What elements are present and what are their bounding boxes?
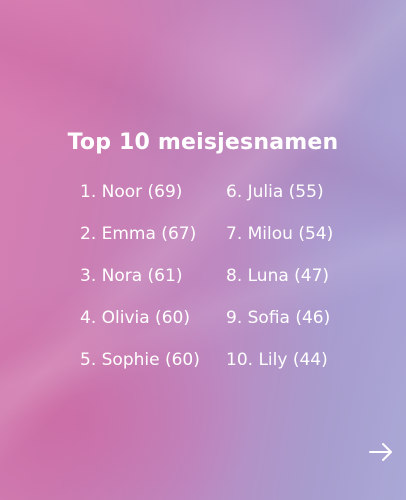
list-item: 7. Milou (54) bbox=[226, 224, 334, 244]
list-item: 8. Luna (47) bbox=[226, 266, 330, 286]
list-item: 9. Sofia (46) bbox=[226, 308, 331, 328]
names-column-right: 6. Julia (55) 7. Milou (54) 8. Luna (47)… bbox=[226, 180, 333, 390]
list-item: 4. Olivia (60) bbox=[80, 308, 190, 328]
list-item: 1. Noor (69) bbox=[80, 182, 183, 202]
arrow-right-icon bbox=[369, 443, 392, 461]
list-item: 5. Sophie (60) bbox=[80, 350, 200, 370]
list-item: 6. Julia (55) bbox=[226, 182, 324, 202]
list-item: 3. Nora (61) bbox=[80, 266, 183, 286]
next-slide-button[interactable] bbox=[368, 440, 394, 464]
list-item: 10. Lily (44) bbox=[226, 350, 328, 370]
slide-title: Top 10 meisjesnamen bbox=[67, 130, 339, 155]
names-column-left: 1. Noor (69) 2. Emma (67) 3. Nora (61) 4… bbox=[80, 180, 200, 390]
list-item: 2. Emma (67) bbox=[80, 224, 197, 244]
